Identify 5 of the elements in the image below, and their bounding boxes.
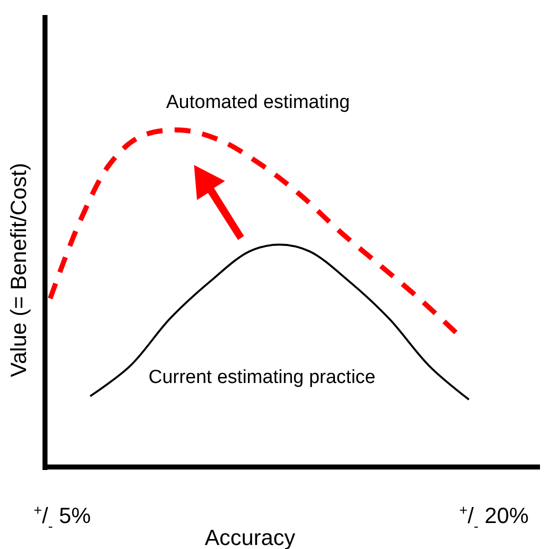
- series-label: Automated estimating: [166, 92, 350, 113]
- series-label: Current estimating practice: [148, 367, 376, 388]
- x-tick-label: $^{+}$/$_{-}$ 20%: [459, 503, 529, 535]
- y-axis-title: Value (= Benefit/Cost): [6, 162, 31, 378]
- x-tick-label: $^{+}$/$_{-}$ 5%: [34, 503, 91, 535]
